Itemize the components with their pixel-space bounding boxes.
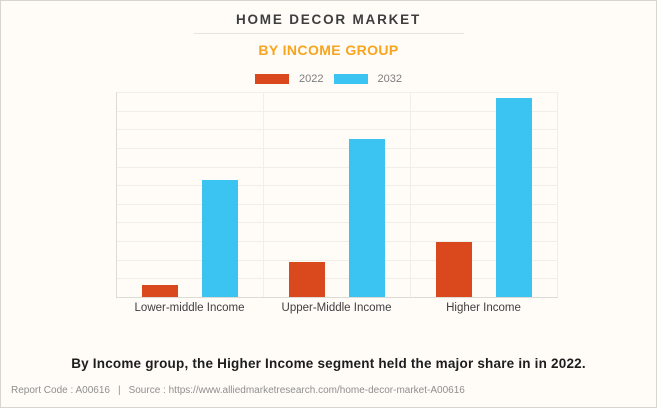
footer-separator: | bbox=[117, 385, 121, 396]
legend-swatch-2032 bbox=[333, 74, 368, 84]
page-title: HOME DECOR MARKET bbox=[235, 12, 422, 27]
bar-group-lower-middle-income bbox=[117, 92, 264, 297]
gridline bbox=[117, 110, 558, 112]
legend-label-2022: 2022 bbox=[299, 73, 324, 85]
bar-2022-upper-middle-income bbox=[289, 262, 326, 297]
source-url-text: Source : https://www.alliedmarketresearc… bbox=[128, 385, 465, 396]
bar-2022-lower-middle-income bbox=[142, 284, 179, 297]
title-divider bbox=[194, 33, 464, 34]
category-boundary-line bbox=[409, 92, 411, 297]
x-axis-label-higher-income: Higher Income bbox=[446, 302, 521, 314]
bar-group-higher-income bbox=[411, 92, 558, 297]
bar-group-upper-middle-income bbox=[264, 92, 411, 297]
gridline bbox=[117, 92, 558, 93]
gridline bbox=[117, 129, 558, 131]
gridline bbox=[117, 147, 558, 149]
gridline bbox=[117, 241, 558, 243]
legend-label-2032: 2032 bbox=[377, 73, 402, 85]
plot-area bbox=[116, 92, 558, 298]
chart-legend: 2022 2032 bbox=[1, 71, 656, 87]
report-code-text: Report Code : A00616 bbox=[11, 385, 110, 396]
bar-2032-upper-middle-income bbox=[349, 139, 386, 297]
bar-2022-higher-income bbox=[436, 241, 473, 297]
gridline bbox=[117, 278, 558, 280]
x-axis-labels: Lower-middle Income Upper-Middle Income Hi… bbox=[116, 302, 557, 318]
chart-subtitle: BY INCOME GROUP bbox=[258, 42, 399, 58]
report-footer: Report Code : A00616 | Source : https://ww… bbox=[11, 385, 646, 396]
bar-2032-lower-middle-income bbox=[202, 180, 239, 297]
x-axis-label-lower-middle-income: Lower-middle Income bbox=[134, 302, 245, 314]
category-boundary-line bbox=[557, 92, 558, 297]
chart-caption: By Income group, the Higher Income segme… bbox=[71, 356, 586, 371]
gridline bbox=[117, 203, 558, 205]
gridline bbox=[117, 166, 558, 168]
gridline bbox=[117, 259, 558, 261]
x-axis-label-upper-middle-income: Upper-Middle Income bbox=[281, 302, 392, 314]
bar-2032-higher-income bbox=[496, 98, 533, 297]
category-boundary-line bbox=[262, 92, 264, 297]
gridline bbox=[117, 222, 558, 224]
legend-swatch-2022 bbox=[255, 74, 290, 84]
gridline bbox=[117, 185, 558, 187]
